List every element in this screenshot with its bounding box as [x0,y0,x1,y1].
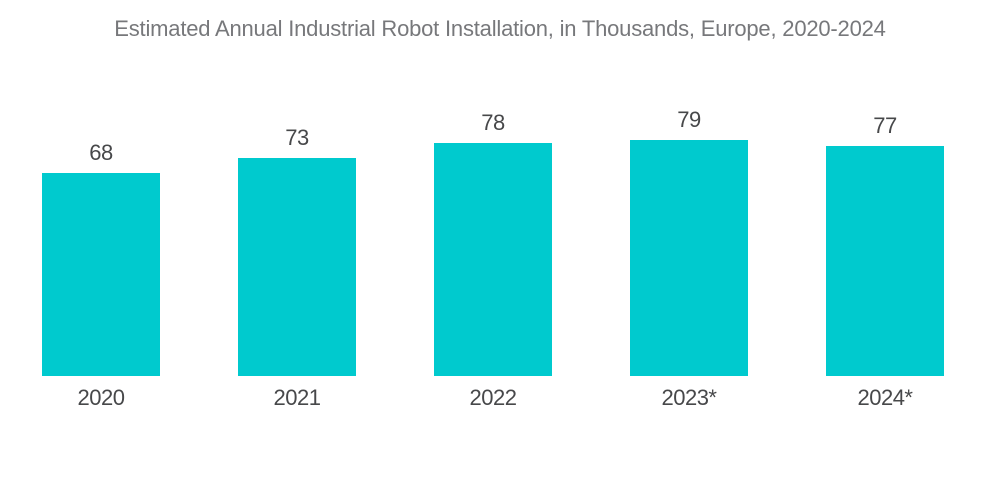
bar-2024 [826,146,944,376]
bar-group-2023: 79 2023* [630,107,748,410]
x-tick-label-2024: 2024* [857,385,913,410]
bar-value-label: 79 [677,107,701,132]
bar-2022 [434,143,552,376]
bar-2020 [42,173,160,376]
bar-group-2024: 77 2024* [826,113,944,410]
bar-value-label: 77 [873,113,897,138]
bar-group-2020: 68 2020 [42,140,160,410]
bar-value-label: 73 [285,125,309,150]
bar-value-label: 78 [481,110,505,135]
bar-2021 [238,158,356,376]
bar-chart-plot-area: 68 2020 73 2021 78 2022 79 2023* 77 2024* [42,96,944,410]
bar-value-label: 68 [89,140,113,165]
x-tick-label-2022: 2022 [469,385,517,410]
x-tick-label-2023: 2023* [661,385,717,410]
bar-group-2021: 73 2021 [238,125,356,410]
x-tick-label-2021: 2021 [273,385,321,410]
bar-group-2022: 78 2022 [434,110,552,410]
bar-2023 [630,140,748,376]
chart-title: Estimated Annual Industrial Robot Instal… [114,16,886,41]
x-tick-label-2020: 2020 [77,385,125,410]
